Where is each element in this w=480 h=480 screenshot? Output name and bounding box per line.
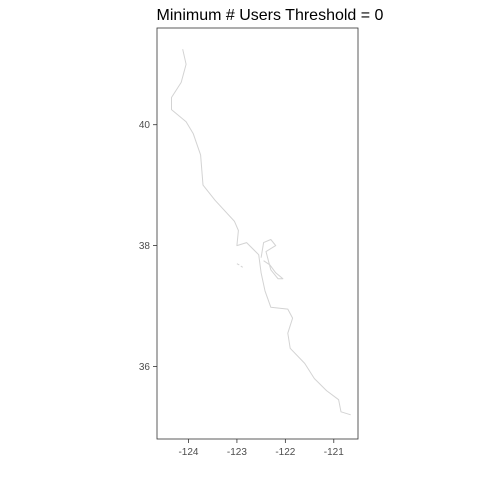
y-tick-label: 40 [139, 120, 151, 131]
x-tick-label: -122 [275, 447, 295, 458]
panel-border [156, 27, 359, 440]
coastline-layer [171, 49, 351, 416]
x-tick-label: -123 [227, 447, 247, 458]
x-tick-label: -121 [324, 447, 344, 458]
x-tick-label: -124 [178, 447, 198, 458]
y-axis: 40 38 36 [139, 120, 157, 373]
y-tick-label: 36 [139, 362, 151, 373]
x-axis: -124 -123 -122 -121 [178, 439, 344, 458]
bay-outline-path [260, 239, 284, 280]
y-tick-label: 38 [139, 241, 151, 252]
chart-title: Minimum # Users Threshold = 0 [157, 7, 384, 24]
island-0 [236, 263, 240, 266]
island-1 [240, 265, 243, 268]
coastline-path [171, 49, 351, 416]
